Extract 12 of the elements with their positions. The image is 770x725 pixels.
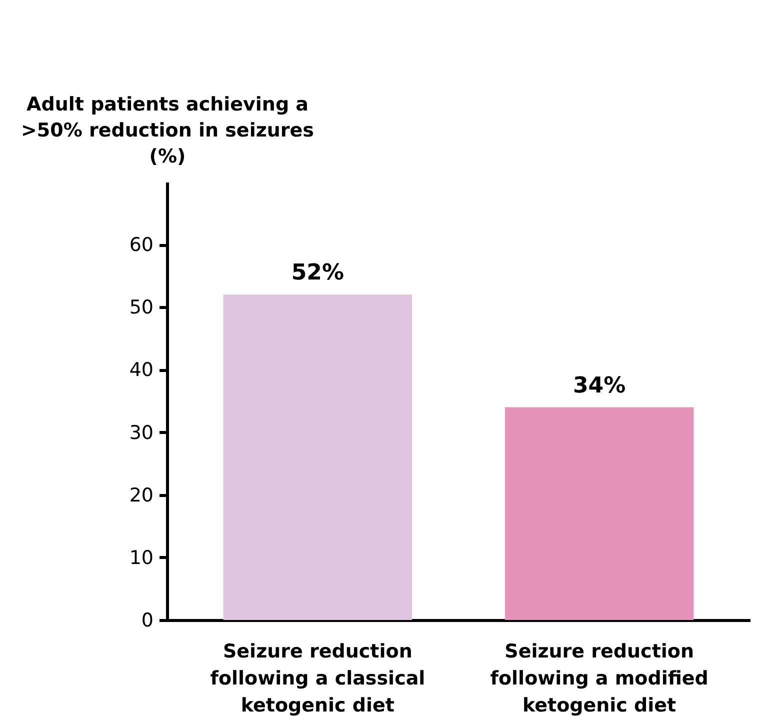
data-label: 34% [572, 373, 626, 398]
y-tick-label: 10 [129, 546, 154, 569]
y-tick-label: 30 [129, 422, 154, 444]
y-tick-label: 0 [141, 610, 154, 632]
y-tick-label: 40 [129, 359, 154, 382]
x-tick-label: Seizure reduction following a modified ketogenic diet [490, 640, 708, 716]
y-tick-label: 60 [129, 234, 154, 256]
y-tick-label: 20 [129, 484, 154, 506]
y-axis-title: Adult patients achieving a >50% reduction in seizures (%) [21, 94, 314, 168]
x-tick-label: Seizure reduction following a classical ketogenic diet [210, 640, 426, 716]
y-tick-label: 50 [129, 296, 154, 319]
data-label: 52% [291, 260, 344, 286]
